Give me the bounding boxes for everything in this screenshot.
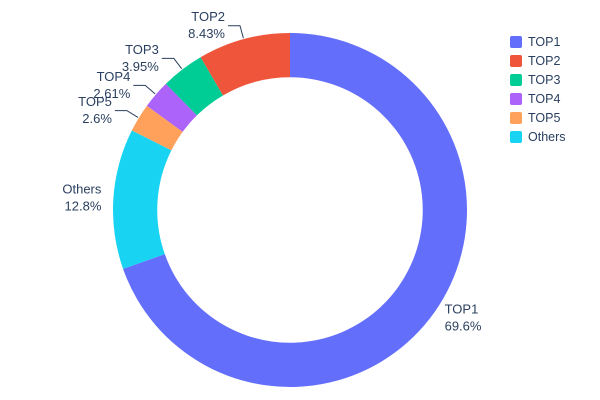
pie-slice-TOP3[interactable] <box>165 57 223 116</box>
slice-percent-TOP1: 69.6% <box>445 318 482 333</box>
legend-label-TOP5: TOP5 <box>528 111 561 125</box>
slice-percent-TOP2: 8.43% <box>188 26 225 41</box>
slice-label-Others: Others <box>62 182 102 197</box>
slice-percent-Others: 12.8% <box>65 199 102 214</box>
pie-slice-Others[interactable] <box>112 130 172 269</box>
legend-swatch-TOP4 <box>510 93 522 105</box>
leader-line-TOP4 <box>133 84 156 95</box>
slice-percent-TOP3: 3.95% <box>122 59 159 74</box>
pie-slice-TOP4[interactable] <box>146 83 197 132</box>
slice-label-TOP5: TOP5 <box>78 94 112 109</box>
legend-item-TOP4[interactable]: TOP4 <box>510 93 566 105</box>
slice-label-TOP2: TOP2 <box>191 9 225 24</box>
pie-slice-TOP2[interactable] <box>200 33 290 96</box>
legend-label-Others: Others <box>528 130 566 144</box>
legend-item-Others[interactable]: Others <box>510 131 566 143</box>
leader-line-TOP2 <box>228 25 244 39</box>
slice-label-TOP1: TOP1 <box>445 301 479 316</box>
slice-label-TOP4: TOP4 <box>97 69 131 84</box>
legend-swatch-TOP5 <box>510 112 522 124</box>
legend-item-TOP3[interactable]: TOP3 <box>510 74 566 86</box>
leader-line-TOP3 <box>161 57 183 70</box>
legend-swatch-TOP1 <box>510 36 522 48</box>
pie-slice-TOP5[interactable] <box>131 105 183 151</box>
legend-swatch-TOP3 <box>510 74 522 86</box>
legend-label-TOP3: TOP3 <box>528 73 561 87</box>
leader-line-TOP5 <box>114 110 139 118</box>
legend-item-TOP5[interactable]: TOP5 <box>510 112 566 124</box>
legend-item-TOP2[interactable]: TOP2 <box>510 55 566 67</box>
chart-legend: TOP1 TOP2 TOP3 TOP4 TOP5 Others <box>510 36 566 143</box>
legend-item-TOP1[interactable]: TOP1 <box>510 36 566 48</box>
legend-swatch-TOP2 <box>510 55 522 67</box>
slice-percent-TOP5: 2.6% <box>82 111 112 126</box>
slice-label-TOP3: TOP3 <box>125 42 159 57</box>
legend-label-TOP2: TOP2 <box>528 54 561 68</box>
legend-swatch-Others <box>510 131 522 143</box>
legend-label-TOP1: TOP1 <box>528 35 561 49</box>
legend-label-TOP4: TOP4 <box>528 92 561 106</box>
slice-percent-TOP4: 2.61% <box>93 86 130 101</box>
